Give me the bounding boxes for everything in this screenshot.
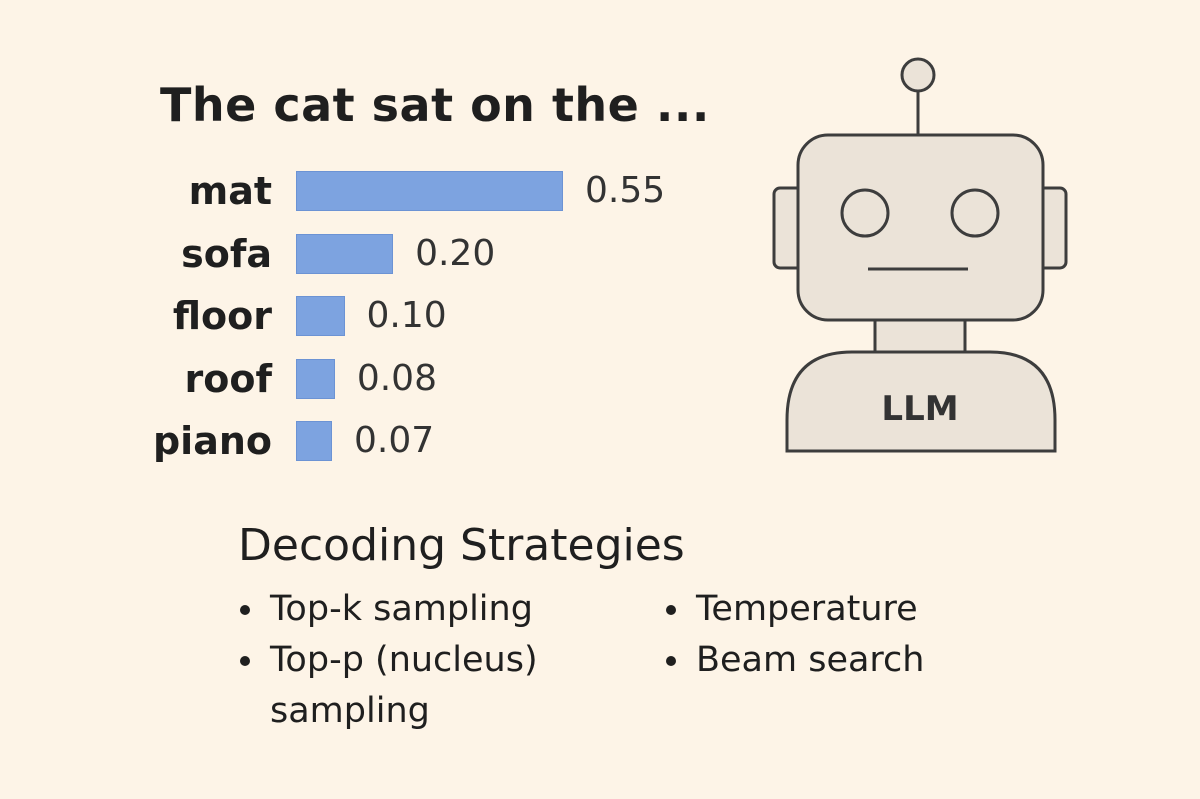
probability-value: 0.20 [415, 232, 496, 274]
token-label: piano [152, 419, 272, 463]
token-probability-chart: mat 0.55 sofa 0.20 floor 0.10 roof 0.08 piano 0.0… [0, 0, 700, 480]
robot-head [796, 133, 1045, 322]
token-row: piano 0.07 [0, 420, 700, 462]
strategy-list-right: Temperature Beam search [664, 584, 1004, 686]
bullet-icon [240, 656, 250, 666]
strategy-list-left: Top-k sampling Top-p (nucleus) sampling [238, 584, 658, 737]
token-label: roof [184, 356, 273, 401]
token-row: roof 0.08 [0, 358, 700, 400]
probability-value: 0.07 [354, 420, 435, 461]
token-row: mat 0.55 [0, 170, 700, 212]
strategy-item: Top-k sampling [238, 584, 658, 635]
token-label: mat [188, 169, 272, 213]
robot-icon: LLM [772, 57, 1068, 453]
probability-value: 0.08 [356, 357, 437, 399]
left-eye [840, 188, 890, 238]
strategy-item: Temperature [664, 584, 1004, 635]
antenna-ball [900, 57, 936, 93]
bullet-icon [666, 656, 676, 666]
bullet-icon [666, 605, 676, 615]
section-title: Decoding Strategies [238, 520, 685, 571]
probability-value: 0.10 [366, 295, 447, 336]
token-label: sofa [181, 231, 272, 276]
strategy-item: Beam search [664, 635, 1004, 686]
bullet-icon [240, 605, 250, 615]
token-row: sofa 0.20 [0, 233, 700, 275]
probability-bar [296, 233, 394, 274]
right-eye [950, 188, 1000, 238]
probability-bar [296, 358, 335, 399]
probability-value: 0.55 [585, 170, 666, 211]
probability-bar [296, 421, 332, 461]
token-label: floor [172, 294, 272, 338]
probability-bar [296, 296, 345, 336]
robot-label: LLM [881, 389, 958, 429]
strategy-item: Top-p (nucleus) sampling [238, 635, 658, 737]
probability-bar [296, 171, 563, 211]
robot-body [785, 350, 1057, 453]
token-row: floor 0.10 [0, 295, 700, 337]
prompt-title: The cat sat on the ... [160, 78, 710, 132]
llm-robot: LLM [770, 55, 1070, 455]
